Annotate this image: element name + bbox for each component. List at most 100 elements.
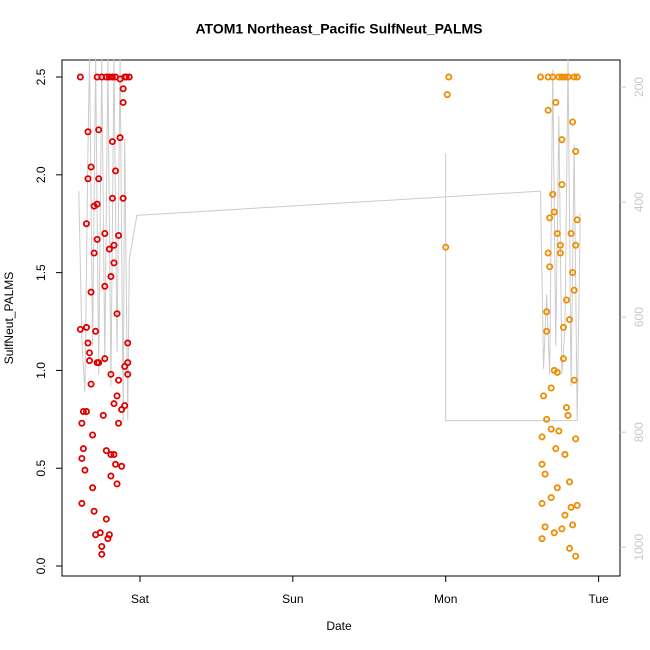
data-point (108, 194, 116, 202)
data-point (572, 435, 580, 443)
data-point (570, 286, 578, 294)
data-point (543, 327, 551, 335)
data-point (559, 355, 567, 363)
data-point (544, 249, 552, 257)
data-point (79, 407, 87, 415)
data-point (547, 425, 555, 433)
data-point (566, 478, 574, 486)
data-point (122, 73, 130, 81)
x-tick-label: Sat (131, 592, 150, 606)
data-point (553, 484, 561, 492)
data-point (570, 73, 578, 81)
data-point (570, 376, 578, 384)
data-point (115, 376, 123, 384)
data-point (550, 529, 558, 537)
plot-frame (61, 59, 621, 577)
data-point (124, 339, 132, 347)
data-point (564, 411, 572, 419)
data-point (442, 243, 450, 251)
data-point (105, 245, 113, 253)
data-point (87, 380, 95, 388)
data-point (572, 552, 580, 560)
data-point (443, 91, 451, 99)
data-point (569, 269, 577, 277)
data-point (566, 316, 574, 324)
y-tick-label: 0.0 (34, 557, 48, 574)
data-point (78, 419, 86, 427)
y2-tick-label: 200 (632, 77, 646, 97)
data-point (544, 106, 552, 114)
data-point (573, 501, 581, 509)
data-point (82, 323, 90, 331)
data-point (102, 73, 110, 81)
altitude-line (78, 58, 581, 421)
x-tick-label: Mon (434, 592, 457, 606)
data-point (572, 241, 580, 249)
data-point (93, 235, 101, 243)
data-point (564, 73, 572, 81)
data-point (567, 503, 575, 511)
data-point (543, 415, 551, 423)
data-point (76, 325, 84, 333)
data-point (562, 296, 570, 304)
data-point (559, 323, 567, 331)
data-point (573, 216, 581, 224)
data-point (84, 175, 92, 183)
data-point (113, 480, 121, 488)
data-point (558, 181, 566, 189)
y2-tick-label: 1000 (632, 534, 646, 561)
data-point (108, 73, 116, 81)
data-point (107, 370, 115, 378)
data-point (110, 259, 118, 267)
data-point (573, 73, 581, 81)
data-point (87, 288, 95, 296)
data-point (567, 229, 575, 237)
data-point (572, 147, 580, 155)
y-tick-label: 1.5 (34, 264, 48, 281)
x-tick-label: Sun (282, 592, 303, 606)
data-point (569, 118, 577, 126)
data-point (562, 404, 570, 412)
data-point (550, 208, 558, 216)
data-point (87, 163, 95, 171)
y2-tick-label: 800 (632, 422, 646, 442)
data-point (549, 190, 557, 198)
data-point (124, 359, 132, 367)
data-point (547, 494, 555, 502)
y-axis-label: SulfNeut_PALMS (2, 272, 16, 365)
data-point (105, 531, 113, 539)
y-tick-label: 2.5 (34, 68, 48, 85)
data-point (566, 544, 574, 552)
data-point (96, 529, 104, 537)
data-point (78, 499, 86, 507)
data-point (98, 542, 106, 550)
data-point (99, 411, 107, 419)
data-point (561, 451, 569, 459)
data-point (105, 73, 113, 81)
data-point (124, 370, 132, 378)
data-point (538, 460, 546, 468)
data-point (78, 454, 86, 462)
data-point (110, 451, 118, 459)
data-point (90, 249, 98, 257)
data-point (115, 419, 123, 427)
data-point (546, 214, 554, 222)
chart-title: ATOM1 Northeast_Pacific SulfNeut_PALMS (195, 21, 482, 37)
data-point (547, 384, 555, 392)
data-point (112, 460, 120, 468)
data-point (101, 229, 109, 237)
data-point (121, 402, 129, 410)
data-point (79, 445, 87, 453)
data-point (95, 175, 103, 183)
data-point (76, 73, 84, 81)
data-point (82, 407, 90, 415)
data-point (101, 355, 109, 363)
y2-tick-label: 400 (632, 192, 646, 212)
data-point (546, 263, 554, 271)
data-point (558, 525, 566, 533)
data-point (555, 427, 563, 435)
data-point (86, 349, 94, 357)
data-point (95, 126, 103, 134)
data-point (107, 273, 115, 281)
